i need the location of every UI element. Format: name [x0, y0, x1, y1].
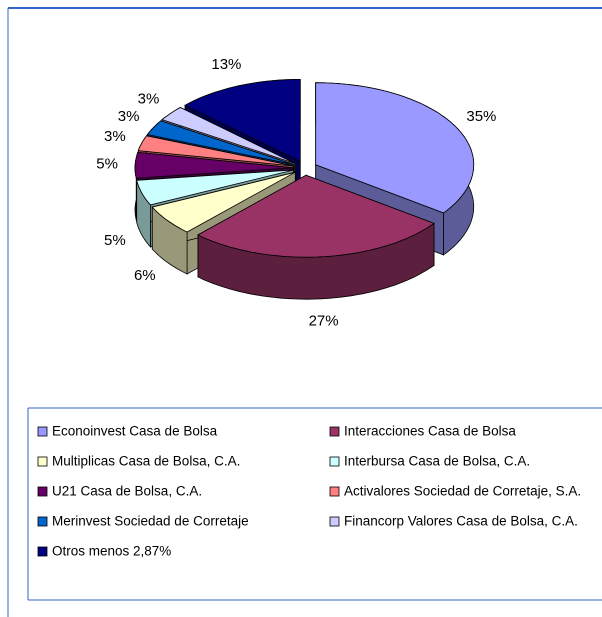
slice-group: [197, 174, 435, 300]
legend-label: Activalores Sociedad de Corretaje, S.A.: [344, 484, 581, 499]
legend-swatch: [37, 456, 48, 467]
legend-label: Financorp Valores Casa de Bolsa, C.A.: [344, 514, 578, 529]
legend-swatch: [329, 456, 340, 467]
data-label: 3%: [138, 90, 160, 107]
data-label: 3%: [104, 128, 126, 145]
data-label: 35%: [466, 108, 496, 125]
slice: [315, 82, 475, 214]
slice: [146, 120, 295, 166]
legend-swatch: [329, 486, 340, 497]
legend-label: Interacciones Casa de Bolsa: [344, 424, 516, 439]
slice: [184, 79, 301, 163]
data-label: 5%: [96, 155, 118, 172]
legend-label: Multiplicas Casa de Bolsa, C.A.: [52, 454, 240, 469]
slice: [151, 171, 296, 233]
pie: 35%27%6%5%5%3%3%3%13%: [96, 56, 496, 329]
legend-label: Otros menos 2,87%: [52, 544, 171, 559]
legend-swatch: [329, 426, 340, 437]
data-label: 5%: [104, 232, 126, 249]
data-label: 27%: [309, 312, 339, 329]
slice: [134, 151, 294, 179]
legend-swatch: [329, 516, 340, 527]
slice: [136, 169, 294, 206]
legend-swatch: [37, 486, 48, 497]
data-label: 13%: [211, 56, 241, 73]
legend: Econoinvest Casa de Bolsa Interacciones C…: [37, 424, 581, 559]
data-label: 3%: [118, 108, 140, 125]
data-label: 6%: [134, 267, 156, 284]
legend-label: Interbursa Casa de Bolsa, C.A.: [344, 454, 530, 469]
legend-swatch: [37, 516, 48, 527]
legend-swatch: [37, 546, 48, 557]
slice: [137, 135, 294, 167]
legend-label: Merinvest Sociedad de Corretaje: [52, 514, 249, 529]
legend-swatch: [37, 426, 48, 437]
legend-label: Econoinvest Casa de Bolsa: [52, 424, 218, 439]
slice: [197, 174, 435, 258]
slice: [161, 107, 296, 164]
legend-label: U21 Casa de Bolsa, C.A.: [52, 484, 202, 499]
